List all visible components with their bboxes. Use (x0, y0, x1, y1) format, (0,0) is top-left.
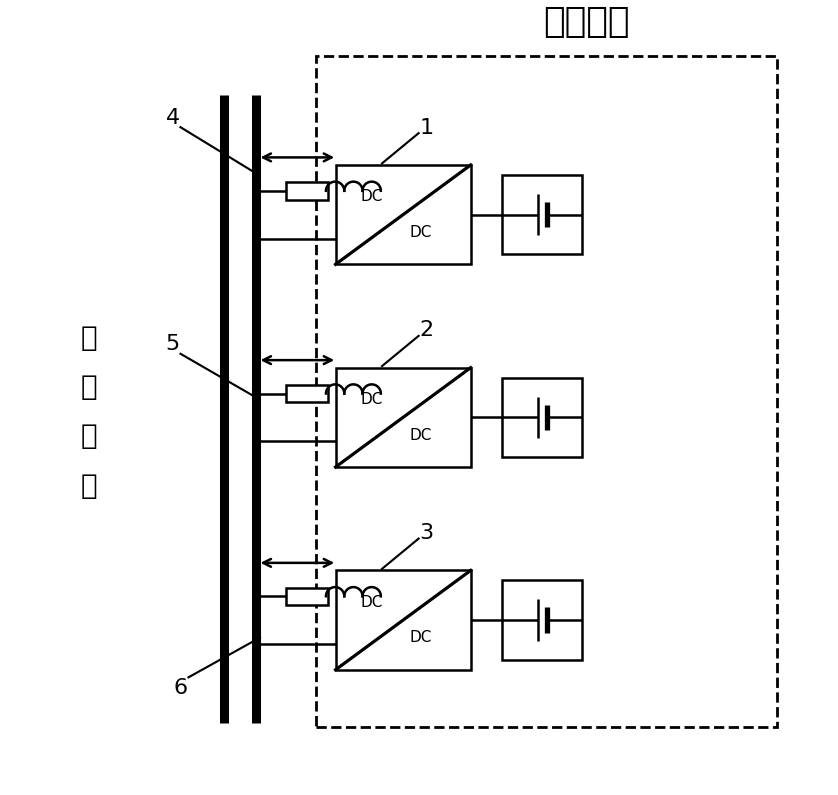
Text: 储能单元: 储能单元 (543, 6, 629, 39)
Bar (316, 56, 777, 727)
Text: DC: DC (361, 189, 383, 204)
Text: 1: 1 (420, 118, 433, 138)
Text: 4: 4 (165, 107, 179, 128)
Text: DC: DC (410, 630, 432, 646)
Bar (287, 385, 328, 402)
Text: DC: DC (410, 225, 432, 240)
Bar (335, 367, 471, 467)
Bar (503, 580, 582, 660)
Text: DC: DC (410, 428, 432, 443)
Text: 直: 直 (80, 324, 97, 352)
Bar (287, 588, 328, 605)
Text: 流: 流 (80, 373, 97, 401)
Bar (287, 182, 328, 200)
Bar (503, 378, 582, 457)
Text: 6: 6 (173, 677, 188, 698)
Text: 线: 线 (80, 471, 97, 500)
Text: 2: 2 (420, 320, 433, 340)
Text: 3: 3 (420, 523, 433, 543)
Text: DC: DC (361, 595, 383, 610)
Bar (335, 571, 471, 669)
Text: DC: DC (361, 392, 383, 407)
Bar (335, 165, 471, 264)
Text: 5: 5 (165, 334, 179, 355)
Bar (503, 175, 582, 254)
Text: 母: 母 (80, 422, 97, 451)
